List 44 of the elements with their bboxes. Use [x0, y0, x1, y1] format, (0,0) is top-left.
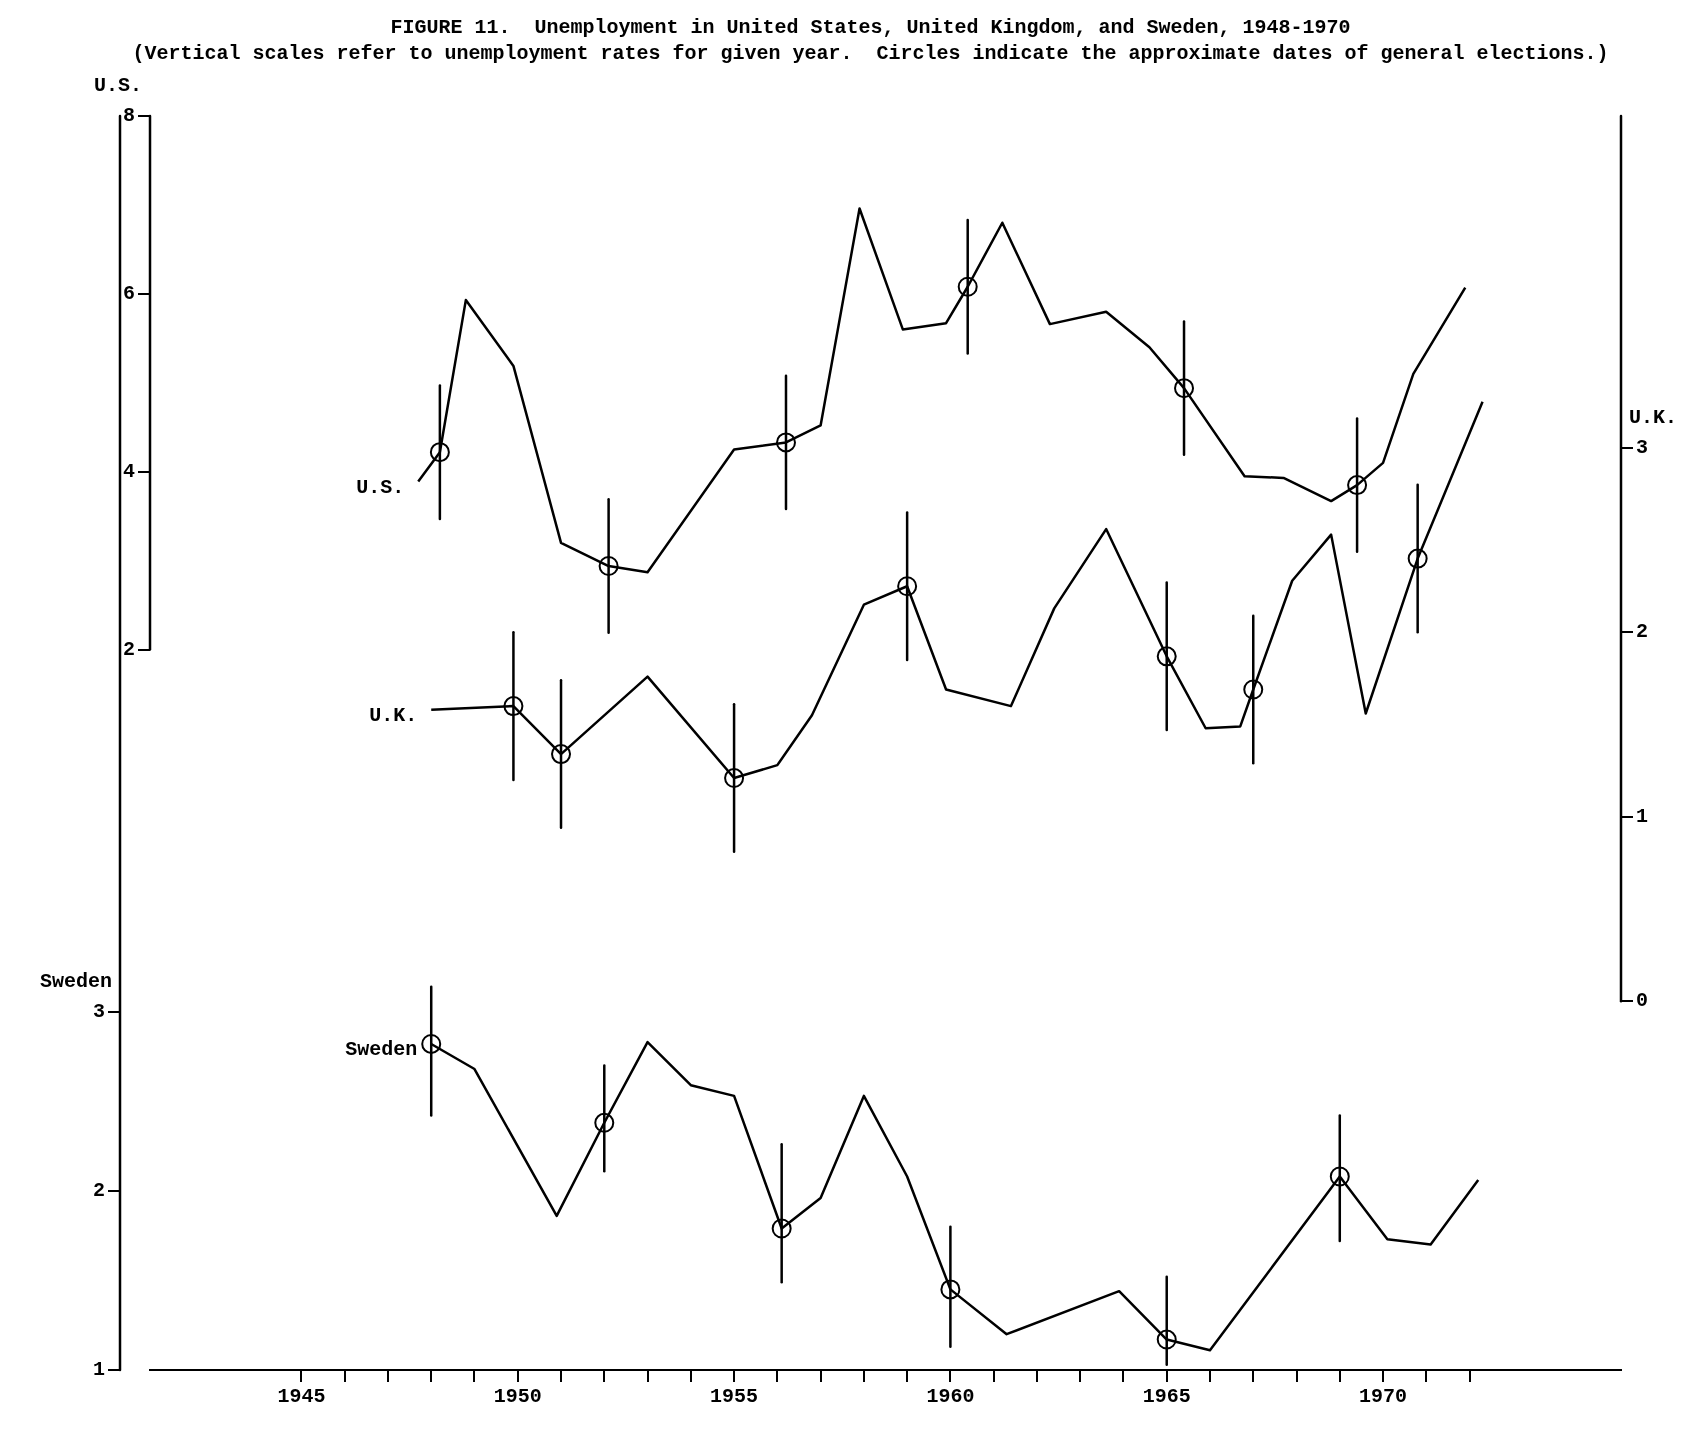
point [1156, 1329, 1177, 1350]
point [957, 276, 978, 297]
point [421, 1033, 442, 1054]
y-tick-label: 2 [122, 637, 135, 661]
x-tick-label: 1950 [493, 1385, 542, 1409]
y3-tick-label: 3 [92, 999, 105, 1023]
point [503, 696, 524, 717]
x-tick-label: 1955 [710, 1385, 759, 1409]
y3-tick-label: 2 [92, 1178, 105, 1202]
chart-subtitle: (Vertical scales refer to unemployment rates for given year. Circles indicate the approximate dates of general elections.) [132, 42, 1609, 66]
y-tick-label: 4 [122, 459, 135, 483]
point [1347, 475, 1368, 496]
x-tick-label: 1970 [1359, 1385, 1408, 1409]
series-label: U.S. [356, 475, 405, 499]
y-tick-label: 6 [122, 281, 135, 305]
x-tick-label: 1960 [926, 1385, 975, 1409]
point [724, 768, 745, 789]
point [551, 744, 572, 765]
y-tick-label: 8 [122, 104, 135, 128]
x-tick-label: 1945 [277, 1385, 326, 1409]
point [1156, 646, 1177, 667]
y2-axis-title: U.K. [1629, 405, 1678, 429]
point [1243, 679, 1264, 700]
y3-tick-label: 1 [92, 1358, 105, 1382]
point [771, 1218, 792, 1239]
point [1329, 1166, 1350, 1187]
y2-tick-label: 2 [1636, 620, 1649, 644]
point [775, 432, 796, 453]
series-label: U.K. [369, 703, 418, 727]
point [940, 1279, 961, 1300]
series-label: Sweden [345, 1037, 418, 1061]
y-axis-title: U.S. [93, 74, 142, 98]
point [598, 556, 619, 577]
point [1407, 548, 1428, 569]
point [429, 442, 450, 463]
point [897, 576, 918, 597]
y3-axis-title: Sweden [39, 969, 112, 993]
chart-title: FIGURE 11. Unemployment in United States, United Kingdom, and Sweden, 1948-1970 [390, 16, 1351, 40]
point [594, 1112, 615, 1133]
x-tick-label: 1965 [1142, 1385, 1191, 1409]
y2-tick-label: 0 [1636, 989, 1649, 1013]
y2-tick-label: 1 [1636, 804, 1649, 828]
point [1174, 378, 1195, 399]
y2-tick-label: 3 [1636, 435, 1649, 459]
